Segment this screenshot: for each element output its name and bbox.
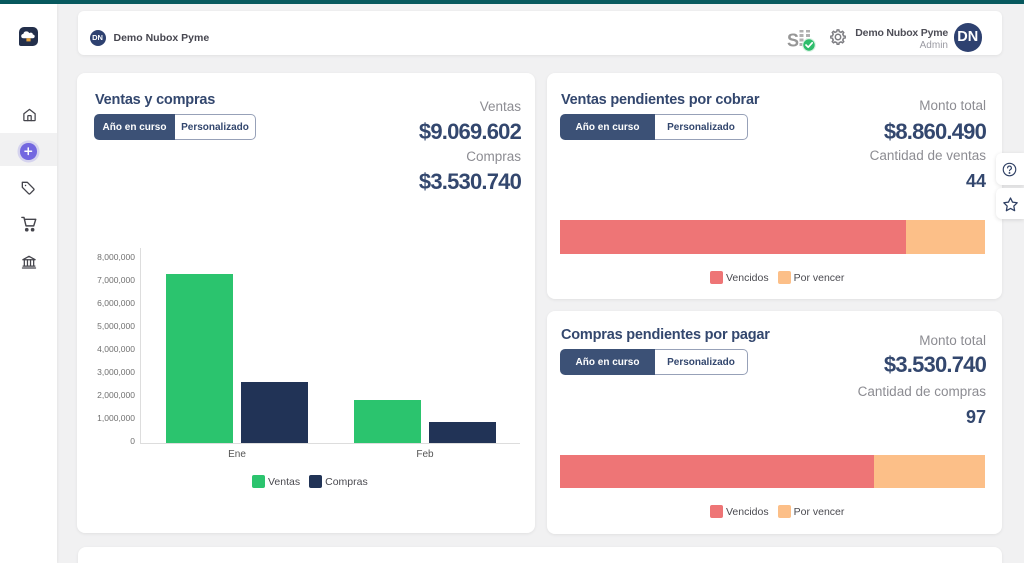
svg-text:S: S	[787, 31, 799, 51]
